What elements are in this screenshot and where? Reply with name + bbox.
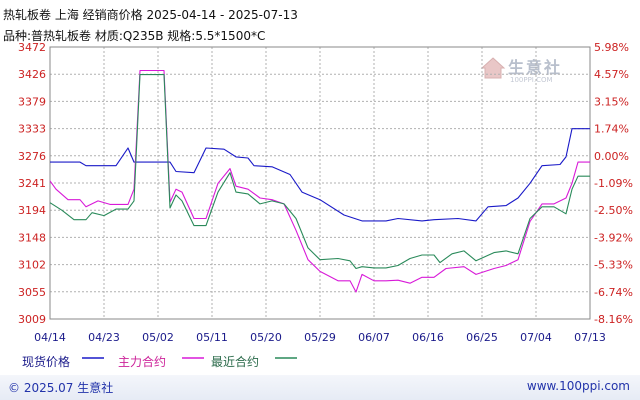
legend-item-spot: 现货价格	[22, 353, 70, 370]
chart-subtitle: 品种:普热轧板卷 材质:Q235B 规格:5.5*1500*C	[3, 29, 266, 43]
y-tick-label-right: 0.00%	[594, 150, 629, 163]
x-tick-label: 06/16	[412, 331, 444, 344]
watermark-url: 100PPI.COM	[510, 76, 553, 84]
y-tick-label-left: 3276	[18, 150, 46, 163]
y-tick-label-right: -5.33%	[594, 259, 633, 272]
x-tick-label: 07/04	[520, 331, 552, 344]
y-tick-label-left: 3055	[18, 286, 46, 299]
legend-label-main: 主力合约	[118, 355, 167, 369]
series-line-main-contract	[49, 69, 590, 293]
watermark-text: 生意社	[508, 58, 563, 77]
y-tick-label-right: -1.09%	[594, 177, 633, 190]
y-tick-label-right: -2.50%	[594, 204, 633, 217]
series-line-spot	[50, 128, 590, 222]
x-tick-label: 06/07	[358, 331, 390, 344]
series-line-recent-contract	[49, 74, 590, 270]
legend-item-recent: 最近合约	[211, 353, 259, 370]
y-tick-label-left: 3148	[18, 231, 46, 244]
footer-bar	[0, 375, 640, 400]
y-tick-label-right: -6.74%	[594, 286, 633, 299]
chart-title: 热轧板卷 上海 经销商价格 2025-04-14 - 2025-07-13	[3, 8, 298, 22]
x-tick-label: 06/25	[466, 331, 498, 344]
x-tick-label: 05/02	[142, 331, 174, 344]
y-tick-label-left: 3333	[18, 123, 46, 136]
plot-border	[49, 46, 591, 320]
x-tick-label: 07/13	[574, 331, 606, 344]
y-tick-label-right: 3.15%	[594, 95, 629, 108]
y-tick-label-left: 3009	[18, 313, 46, 326]
y-tick-label-left: 3241	[18, 177, 46, 190]
x-tick-label: 04/14	[34, 331, 66, 344]
y-tick-label-left: 3102	[18, 259, 46, 272]
y-tick-label-right: -3.92%	[594, 231, 633, 244]
y-tick-label-right: 5.98%	[594, 41, 629, 54]
watermark-logo: 生意社 100PPI.COM	[480, 54, 600, 94]
y-tick-label-left: 3426	[18, 68, 46, 81]
y-tick-label-left: 3379	[18, 95, 46, 108]
footer-site-link[interactable]: www.100ppi.com	[526, 379, 630, 393]
y-tick-label-right: -8.16%	[594, 313, 633, 326]
x-tick-label: 05/20	[250, 331, 282, 344]
x-tick-label: 05/11	[196, 331, 228, 344]
footer-copyright: © 2025.07 生意社	[8, 381, 114, 395]
y-tick-label-right: 4.57%	[594, 68, 629, 81]
legend-label-recent: 最近合约	[211, 355, 260, 369]
legend-label-spot: 现货价格	[22, 355, 71, 369]
x-tick-label: 05/29	[304, 331, 336, 344]
y-tick-label-left: 3194	[18, 204, 46, 217]
x-tick-label: 04/23	[88, 331, 120, 344]
y-tick-label-right: 1.74%	[594, 123, 629, 136]
legend-item-main: 主力合约	[118, 353, 166, 370]
y-tick-label-left: 3472	[18, 41, 46, 54]
